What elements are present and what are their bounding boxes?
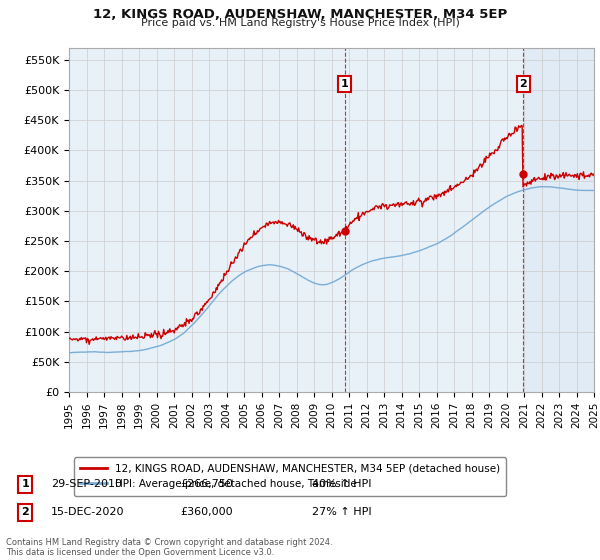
Text: £360,000: £360,000	[180, 507, 233, 517]
Text: 1: 1	[22, 479, 29, 489]
Text: 27% ↑ HPI: 27% ↑ HPI	[312, 507, 371, 517]
Text: £266,750: £266,750	[180, 479, 233, 489]
Text: 12, KINGS ROAD, AUDENSHAW, MANCHESTER, M34 5EP: 12, KINGS ROAD, AUDENSHAW, MANCHESTER, M…	[93, 8, 507, 21]
Text: 2: 2	[520, 79, 527, 89]
Text: 15-DEC-2020: 15-DEC-2020	[51, 507, 125, 517]
Text: 40% ↑ HPI: 40% ↑ HPI	[312, 479, 371, 489]
Text: Contains HM Land Registry data © Crown copyright and database right 2024.
This d: Contains HM Land Registry data © Crown c…	[6, 538, 332, 557]
Text: 1: 1	[341, 79, 349, 89]
Text: Price paid vs. HM Land Registry's House Price Index (HPI): Price paid vs. HM Land Registry's House …	[140, 18, 460, 29]
Text: 2: 2	[22, 507, 29, 517]
Legend: 12, KINGS ROAD, AUDENSHAW, MANCHESTER, M34 5EP (detached house), HPI: Average pr: 12, KINGS ROAD, AUDENSHAW, MANCHESTER, M…	[74, 458, 506, 496]
Bar	[524, 48, 594, 392]
Text: 29-SEP-2010: 29-SEP-2010	[51, 479, 122, 489]
